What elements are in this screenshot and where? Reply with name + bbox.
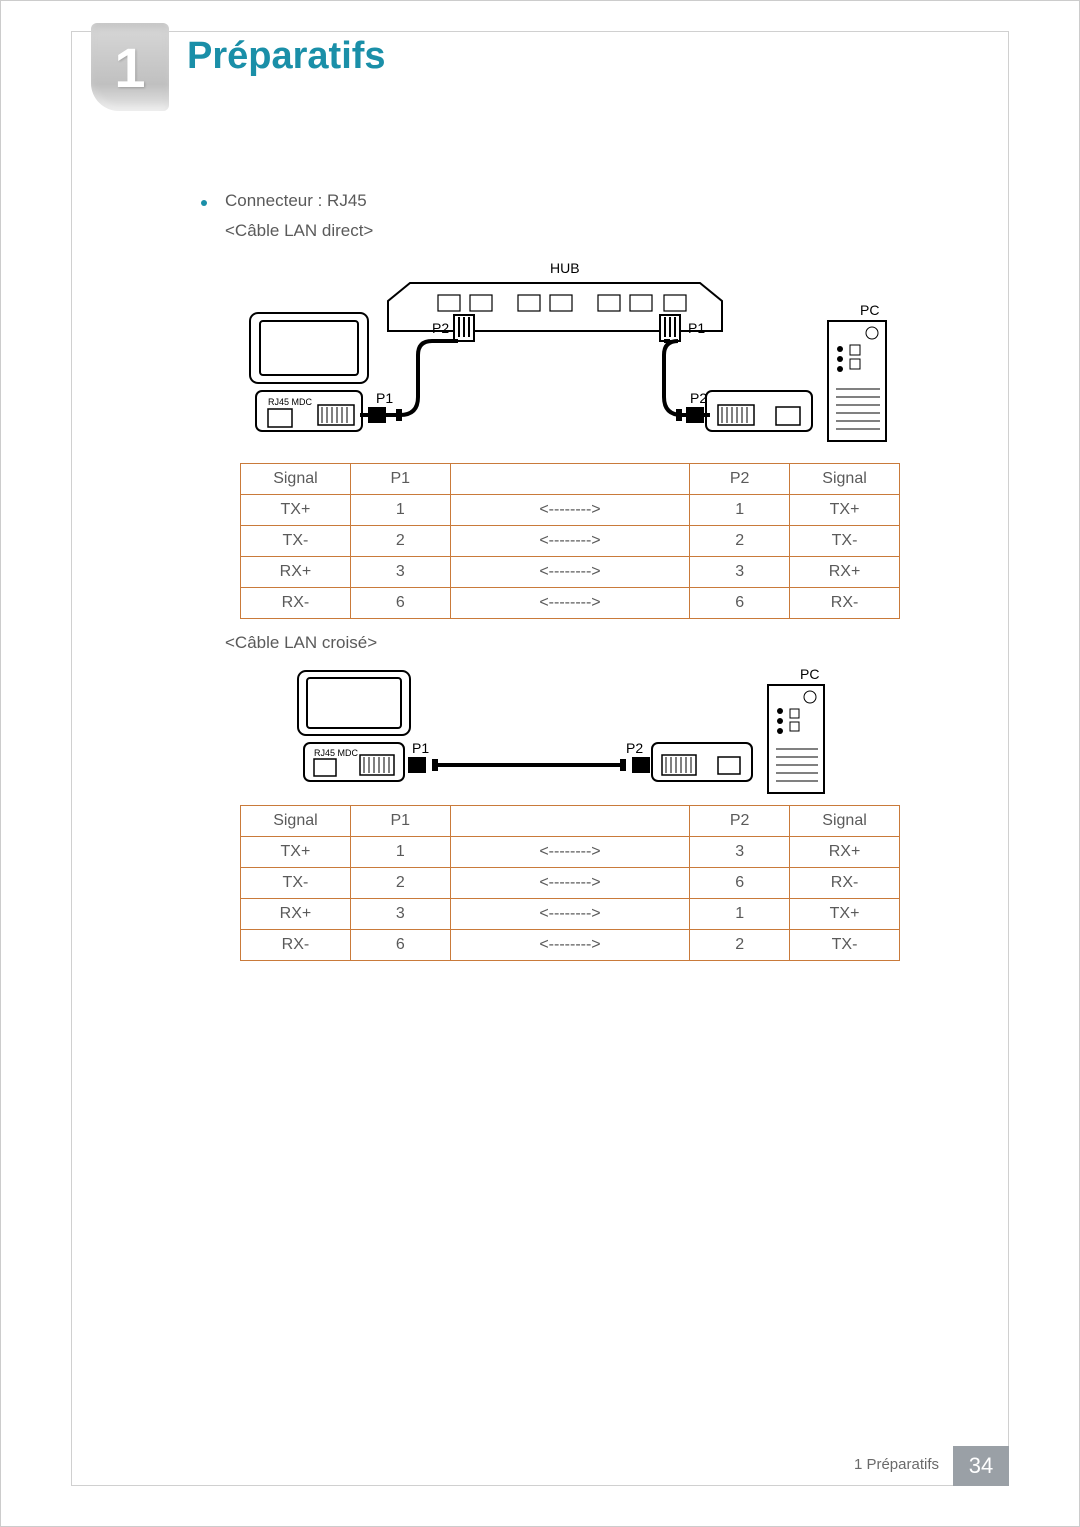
th: P1 — [350, 464, 450, 495]
cross-label: <Câble LAN croisé> — [225, 633, 969, 653]
p2-hub: P2 — [432, 320, 449, 336]
bullet-text: Connecteur : RJ45 — [225, 191, 367, 211]
th: Signal — [790, 464, 900, 495]
td: 6 — [690, 868, 790, 899]
th: Signal — [790, 806, 900, 837]
td: 6 — [690, 588, 790, 619]
p1-left: P1 — [376, 390, 393, 406]
diagram-direct: HUB P2 P1 RJ45 MDC PC — [240, 255, 900, 455]
td: RX+ — [241, 899, 351, 930]
td: <--------> — [450, 930, 690, 961]
pc-label-2: PC — [800, 667, 819, 682]
p2-d2: P2 — [626, 740, 643, 756]
td: 1 — [690, 899, 790, 930]
td: TX- — [241, 868, 351, 899]
bullet-line: Connecteur : RJ45 — [201, 191, 969, 211]
td: RX+ — [790, 557, 900, 588]
td: 2 — [690, 930, 790, 961]
footer-label: 1 Préparatifs — [854, 1446, 953, 1486]
p1-d2: P1 — [412, 740, 429, 756]
td: 6 — [350, 588, 450, 619]
td: 1 — [690, 495, 790, 526]
footer: 1 Préparatifs 34 — [854, 1446, 1009, 1486]
td: 2 — [350, 526, 450, 557]
td: 1 — [350, 837, 450, 868]
chapter-title: Préparatifs — [187, 35, 386, 78]
chapter-number: 1 — [114, 35, 145, 100]
th: Signal — [241, 806, 351, 837]
td: 3 — [350, 899, 450, 930]
td: RX+ — [790, 837, 900, 868]
td: TX- — [790, 930, 900, 961]
td: 3 — [350, 557, 450, 588]
td: TX+ — [790, 899, 900, 930]
td: <--------> — [450, 868, 690, 899]
td: TX+ — [790, 495, 900, 526]
td: <--------> — [450, 588, 690, 619]
th: P2 — [690, 806, 790, 837]
td: <--------> — [450, 495, 690, 526]
td: RX- — [790, 588, 900, 619]
footer-page: 34 — [953, 1446, 1009, 1486]
th: Signal — [241, 464, 351, 495]
td: <--------> — [450, 899, 690, 930]
rj45-mdc-2: RJ45 MDC — [314, 748, 359, 758]
td: TX+ — [241, 495, 351, 526]
td: 3 — [690, 557, 790, 588]
td: <--------> — [450, 837, 690, 868]
td: 2 — [350, 868, 450, 899]
hub-label: HUB — [550, 260, 580, 276]
td: 2 — [690, 526, 790, 557]
td: RX- — [790, 868, 900, 899]
bullet-icon — [201, 200, 207, 206]
td: 6 — [350, 930, 450, 961]
p1-hub: P1 — [688, 320, 705, 336]
table-cross: SignalP1P2SignalTX+1<-------->3RX+TX-2<-… — [240, 805, 900, 961]
td: RX- — [241, 588, 351, 619]
th: P2 — [690, 464, 790, 495]
content-area: Connecteur : RJ45 <Câble LAN direct> HUB… — [171, 191, 969, 961]
rj45-mdc-1: RJ45 MDC — [268, 397, 313, 407]
th — [450, 806, 690, 837]
td: 3 — [690, 837, 790, 868]
td: TX- — [241, 526, 351, 557]
td: <--------> — [450, 526, 690, 557]
chapter-badge: 1 — [91, 23, 169, 111]
direct-label: <Câble LAN direct> — [225, 221, 969, 241]
th — [450, 464, 690, 495]
p2-right: P2 — [690, 390, 707, 406]
table-direct: SignalP1P2SignalTX+1<-------->1TX+TX-2<-… — [240, 463, 900, 619]
td: TX- — [790, 526, 900, 557]
pc-label-1: PC — [860, 302, 879, 318]
td: 1 — [350, 495, 450, 526]
diagram-cross: RJ45 MDC PC P1 P2 — [290, 667, 850, 797]
td: TX+ — [241, 837, 351, 868]
td: <--------> — [450, 557, 690, 588]
th: P1 — [350, 806, 450, 837]
td: RX- — [241, 930, 351, 961]
td: RX+ — [241, 557, 351, 588]
